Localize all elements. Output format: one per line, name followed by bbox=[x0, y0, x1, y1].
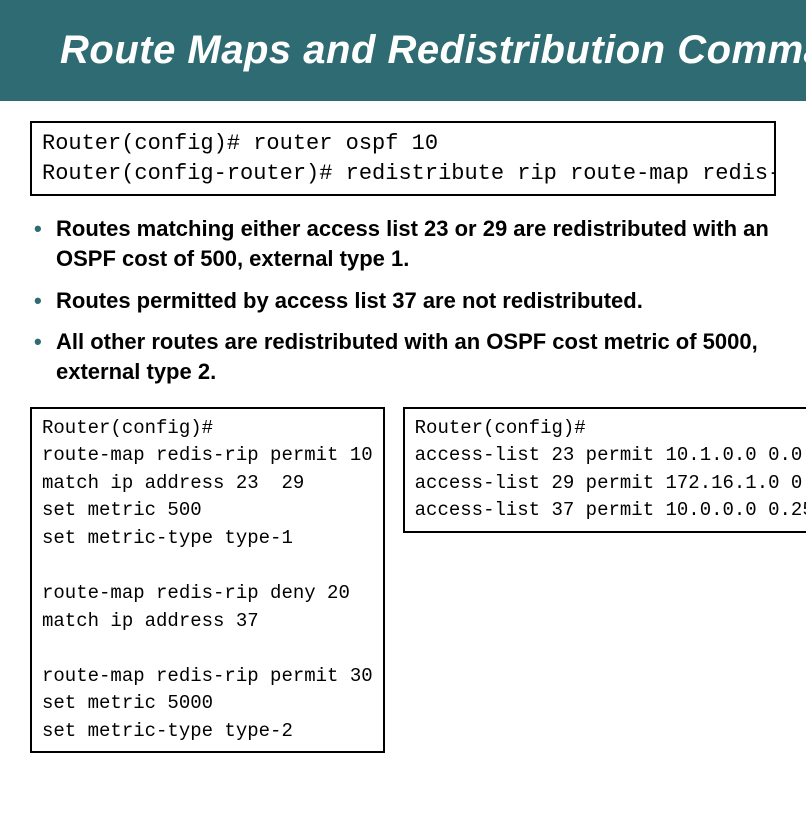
route-map-config-box: Router(config)# route-map redis-rip perm… bbox=[30, 407, 385, 754]
top-config-text: Router(config)# router ospf 10 Router(co… bbox=[42, 131, 776, 186]
right-column: Router(config)# access-list 23 permit 10… bbox=[403, 407, 806, 533]
slide-content: Router(config)# router ospf 10 Router(co… bbox=[0, 101, 806, 753]
bullet-text: Routes matching either access list 23 or… bbox=[56, 216, 769, 271]
left-column: Router(config)# route-map redis-rip perm… bbox=[30, 407, 385, 754]
bullet-item: Routes matching either access list 23 or… bbox=[30, 214, 776, 273]
bullet-item: All other routes are redistributed with … bbox=[30, 327, 776, 386]
bullet-list: Routes matching either access list 23 or… bbox=[30, 214, 776, 386]
config-row: Router(config)# route-map redis-rip perm… bbox=[30, 407, 776, 754]
slide-title: Route Maps and Redistribution Commands bbox=[60, 28, 806, 72]
route-map-config-text: Router(config)# route-map redis-rip perm… bbox=[42, 417, 373, 742]
bullet-text: All other routes are redistributed with … bbox=[56, 329, 758, 384]
access-list-config-box: Router(config)# access-list 23 permit 10… bbox=[403, 407, 806, 533]
top-config-box: Router(config)# router ospf 10 Router(co… bbox=[30, 121, 776, 196]
slide-header: Route Maps and Redistribution Commands bbox=[0, 0, 806, 101]
bullet-text: Routes permitted by access list 37 are n… bbox=[56, 288, 643, 313]
bullet-item: Routes permitted by access list 37 are n… bbox=[30, 286, 776, 316]
access-list-config-text: Router(config)# access-list 23 permit 10… bbox=[415, 417, 806, 522]
